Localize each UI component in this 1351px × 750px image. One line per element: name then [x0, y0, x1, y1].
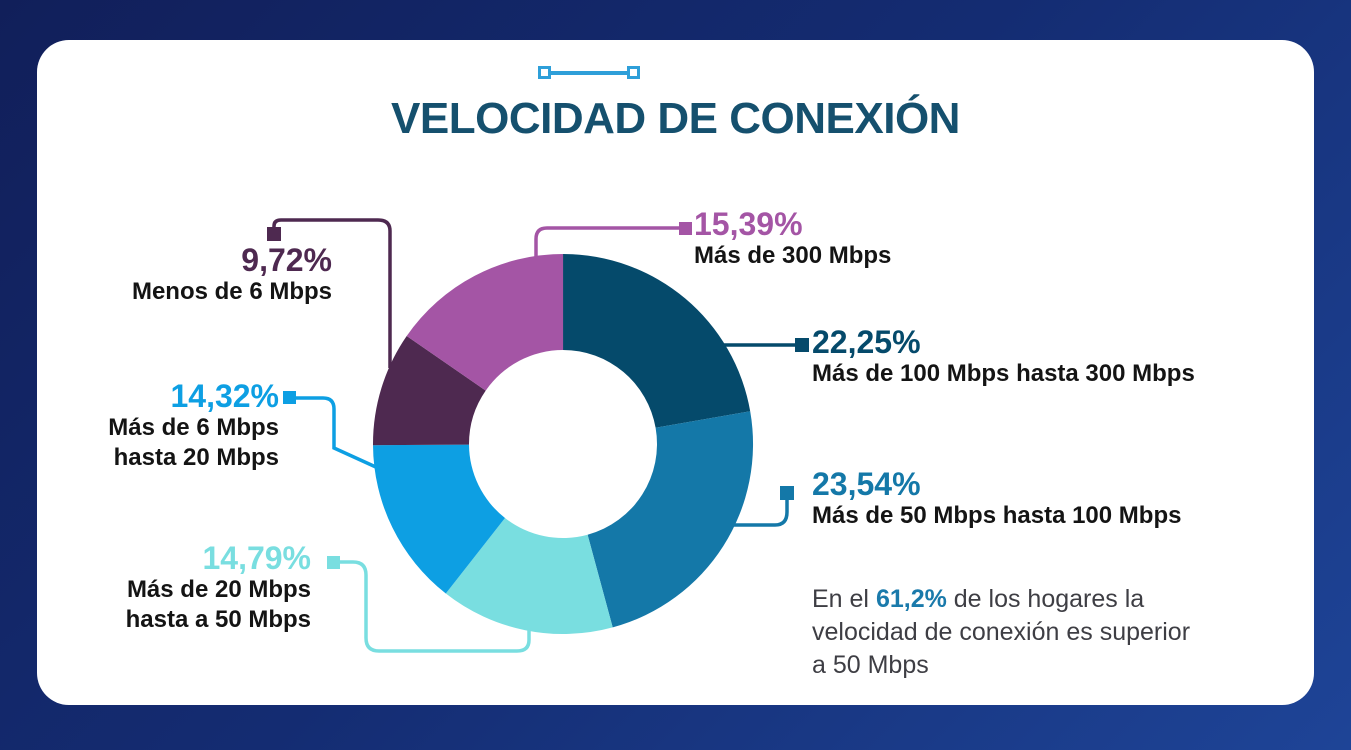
callout-mas20-label: Más de 20 Mbps: [126, 576, 311, 603]
callout-mas50-value: 23,54%: [812, 466, 921, 502]
note-line-3: a 50 Mbps: [812, 651, 929, 679]
callout-mas20: 14,79% Más de 20 Mbps hasta a 50 Mbps: [70, 541, 311, 635]
callout-square-mas300-icon: [679, 222, 692, 235]
note-highlight: 61,2%: [875, 585, 947, 613]
donut-slice-mas300: [406, 253, 564, 391]
callout-mas6-label: Más de 6 Mbps: [108, 414, 279, 441]
callout-menos6-label: Menos de 6 Mbps: [131, 278, 332, 305]
callout-connector-menos6: [272, 218, 392, 368]
callout-square-mas50-icon: [780, 486, 794, 500]
callout-mas300: 15,39% Más de 300 Mbps: [694, 207, 891, 271]
callout-mas100: 22,25% Más de 100 Mbps hasta 300 Mbps: [812, 325, 1195, 389]
callout-connector-mas300: [534, 226, 679, 262]
callout-mas300-label: Más de 300 Mbps: [694, 242, 892, 269]
donut-slice-mas100: [563, 254, 751, 428]
callout-square-menos6-icon: [267, 227, 281, 241]
note-line-1: En el 61,2% de los hogares la: [812, 583, 1190, 616]
accent-bar: [550, 70, 628, 75]
note-text-prefix: En el: [812, 585, 876, 613]
summary-note: En el 61,2% de los hogares la velocidad …: [812, 583, 1190, 682]
callout-mas100-value: 22,25%: [812, 324, 921, 360]
donut-slice-mas6: [373, 444, 505, 594]
callout-mas20-label2: hasta a 50 Mbps: [125, 606, 311, 633]
callout-mas100-label: Más de 100 Mbps hasta 300 Mbps: [812, 360, 1195, 387]
accent-square-left-icon: [538, 66, 551, 79]
callout-mas6-label2: hasta 20 Mbps: [113, 444, 279, 471]
callout-square-mas6-icon: [283, 391, 296, 404]
callout-mas50: 23,54% Más de 50 Mbps hasta 100 Mbps: [812, 467, 1181, 531]
note-line-2: velocidad de conexión es superior: [812, 618, 1191, 646]
callout-square-mas20-icon: [327, 556, 340, 569]
accent-square-right-icon: [627, 66, 640, 79]
donut-slice-menos6: [372, 336, 486, 446]
title-accent-line: [538, 66, 640, 79]
callout-mas6: 14,32% Más de 6 Mbps hasta 20 Mbps: [58, 379, 279, 473]
donut-slice-mas50: [587, 411, 754, 628]
callout-mas6-value: 14,32%: [170, 378, 279, 414]
callout-mas300-value: 15,39%: [694, 206, 803, 242]
callout-connector-mas6: [296, 396, 379, 470]
callout-mas50-label: Más de 50 Mbps hasta 100 Mbps: [812, 502, 1182, 529]
donut-slice-mas20: [445, 518, 613, 634]
callout-square-mas100-icon: [795, 338, 809, 352]
callout-mas20-value: 14,79%: [202, 540, 311, 576]
note-text-suffix: de los hogares la: [946, 585, 1145, 613]
page-title: VELOCIDAD DE CONEXIÓN: [391, 94, 960, 143]
callout-connector-mas50: [732, 500, 789, 527]
callout-menos6-value: 9,72%: [241, 242, 332, 278]
callout-connector-mas20: [340, 560, 531, 653]
callout-menos6: 9,72% Menos de 6 Mbps: [60, 243, 332, 307]
